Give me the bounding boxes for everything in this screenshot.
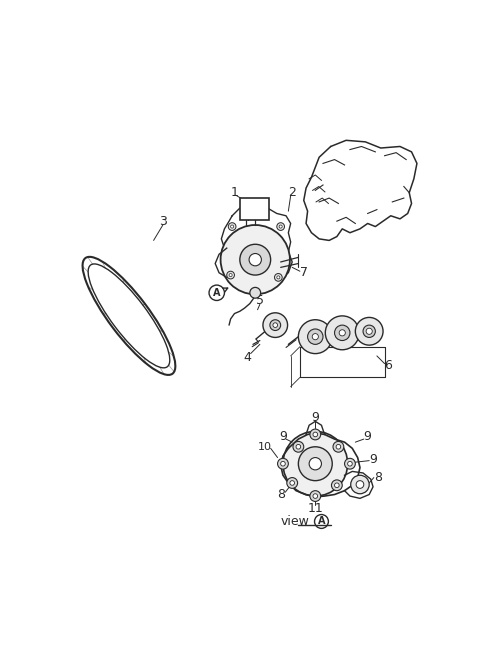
- Circle shape: [356, 481, 364, 488]
- Circle shape: [230, 225, 234, 228]
- Circle shape: [335, 483, 339, 487]
- Circle shape: [250, 287, 261, 298]
- Circle shape: [229, 274, 232, 277]
- Circle shape: [293, 441, 304, 452]
- Circle shape: [263, 313, 288, 337]
- Circle shape: [336, 445, 341, 449]
- Circle shape: [227, 271, 234, 279]
- Circle shape: [249, 253, 262, 266]
- Text: 9: 9: [369, 453, 377, 466]
- Text: 9: 9: [279, 430, 287, 443]
- Text: 5: 5: [256, 294, 264, 307]
- Circle shape: [228, 222, 236, 230]
- Text: 8: 8: [276, 488, 285, 501]
- Circle shape: [335, 325, 350, 340]
- Text: 9: 9: [312, 411, 319, 424]
- Text: 3: 3: [159, 215, 167, 228]
- Circle shape: [240, 244, 271, 275]
- Text: A: A: [213, 288, 220, 298]
- Text: 11: 11: [307, 502, 323, 515]
- Circle shape: [277, 459, 288, 469]
- Text: 6: 6: [384, 359, 392, 372]
- Circle shape: [308, 329, 323, 344]
- Circle shape: [309, 458, 322, 470]
- Circle shape: [299, 447, 332, 481]
- Circle shape: [279, 225, 282, 228]
- Circle shape: [275, 274, 282, 281]
- Text: view: view: [280, 515, 309, 528]
- Circle shape: [339, 330, 345, 336]
- Circle shape: [332, 480, 342, 491]
- Circle shape: [299, 319, 332, 354]
- Text: 9: 9: [364, 430, 372, 443]
- Circle shape: [221, 225, 290, 295]
- Circle shape: [345, 459, 355, 469]
- Circle shape: [366, 328, 372, 335]
- Circle shape: [313, 494, 318, 499]
- Circle shape: [310, 491, 321, 501]
- Text: 10: 10: [258, 441, 272, 452]
- Circle shape: [351, 475, 369, 494]
- Circle shape: [325, 316, 359, 350]
- Circle shape: [313, 432, 318, 437]
- Circle shape: [363, 325, 375, 337]
- Circle shape: [277, 222, 285, 230]
- Circle shape: [290, 481, 295, 485]
- Circle shape: [270, 319, 281, 331]
- Circle shape: [281, 461, 285, 466]
- Bar: [240, 198, 269, 220]
- Text: A: A: [318, 516, 325, 527]
- Circle shape: [287, 478, 298, 488]
- Circle shape: [277, 276, 280, 279]
- Text: 8: 8: [374, 471, 383, 484]
- Circle shape: [348, 461, 352, 466]
- Circle shape: [283, 432, 348, 496]
- Text: 4: 4: [244, 351, 252, 364]
- Circle shape: [310, 429, 321, 440]
- Circle shape: [333, 441, 344, 452]
- Text: 1: 1: [230, 186, 239, 199]
- Text: 7: 7: [300, 266, 308, 279]
- Circle shape: [273, 323, 277, 327]
- Circle shape: [296, 445, 300, 449]
- Text: 2: 2: [288, 186, 296, 199]
- Circle shape: [355, 318, 383, 345]
- Circle shape: [312, 334, 318, 340]
